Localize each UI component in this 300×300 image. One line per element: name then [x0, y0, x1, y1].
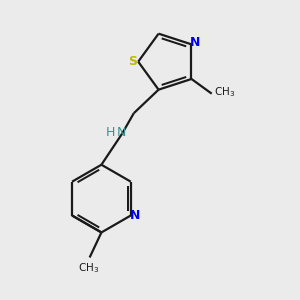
Text: N: N [117, 126, 126, 139]
Text: H: H [106, 126, 116, 139]
Text: CH$_3$: CH$_3$ [78, 261, 99, 275]
Text: N: N [130, 209, 140, 222]
Text: CH$_3$: CH$_3$ [214, 85, 235, 99]
Text: N: N [190, 35, 200, 49]
Text: S: S [128, 55, 137, 68]
